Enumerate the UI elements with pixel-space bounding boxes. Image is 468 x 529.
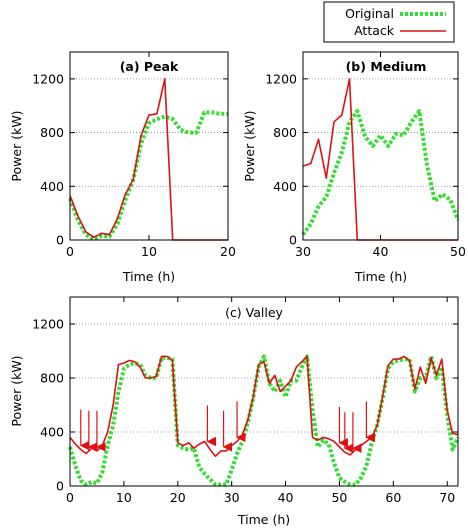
valley-ytick-label-800: 800 bbox=[40, 371, 64, 386]
panel-medium-title: (b) Medium bbox=[346, 59, 427, 74]
panel-valley: 0 400 800 1200 0 10 20 30 40 50 60 70 (c) Valley Ti… bbox=[9, 296, 460, 527]
legend-label-attack: Attack bbox=[354, 23, 395, 38]
valley-ytick-label-400: 400 bbox=[40, 425, 64, 440]
valley-xtick-label-50: 50 bbox=[331, 490, 347, 505]
valley-ytick-label-0: 0 bbox=[56, 479, 64, 494]
medium-ytick-label-0: 0 bbox=[289, 233, 297, 248]
legend: Original Attack bbox=[323, 1, 455, 43]
panel-medium-xlabel: Time (h) bbox=[354, 269, 407, 284]
panel-valley-attack-markers bbox=[79, 401, 376, 454]
panel-medium: 0 400 800 1200 30 40 50 (b) Medium Time (h) Po… bbox=[242, 51, 466, 284]
valley-xtick-label-30: 30 bbox=[224, 490, 240, 505]
valley-series-original bbox=[68, 354, 460, 487]
medium-xtick-label-40: 40 bbox=[373, 244, 389, 259]
valley-xtick-label-20: 20 bbox=[170, 490, 186, 505]
panel-valley-ylabel: Power (kW) bbox=[9, 355, 24, 426]
peak-ytick-label-400: 400 bbox=[40, 179, 64, 194]
valley-xtick-label-70: 70 bbox=[439, 490, 455, 505]
valley-xtick-label-40: 40 bbox=[278, 490, 294, 505]
medium-ytick-label-1200: 1200 bbox=[265, 71, 297, 86]
panel-medium-ticks: 0 400 800 1200 30 40 50 bbox=[265, 52, 466, 259]
valley-ytick-label-1200: 1200 bbox=[32, 317, 64, 332]
peak-series-original bbox=[68, 110, 228, 242]
panel-medium-ylabel: Power (kW) bbox=[242, 110, 257, 181]
legend-box bbox=[323, 1, 455, 43]
panel-medium-frame bbox=[302, 51, 459, 241]
panel-peak-grid bbox=[70, 78, 228, 187]
peak-xtick-label-10: 10 bbox=[141, 244, 157, 259]
panel-valley-title: (c) Valley bbox=[225, 305, 283, 320]
panel-valley-series bbox=[68, 354, 460, 487]
valley-xtick-label-60: 60 bbox=[385, 490, 401, 505]
peak-series-attack bbox=[69, 78, 228, 241]
panel-medium-grid bbox=[303, 78, 458, 187]
medium-ytick-label-800: 800 bbox=[273, 125, 297, 140]
panel-valley-xlabel: Time (h) bbox=[237, 512, 290, 527]
medium-xtick-label-50: 50 bbox=[450, 244, 466, 259]
valley-xtick-label-0: 0 bbox=[66, 490, 74, 505]
peak-xtick-label-0: 0 bbox=[66, 244, 74, 259]
panel-peak-series bbox=[68, 78, 228, 242]
panel-peak-xlabel: Time (h) bbox=[122, 269, 175, 284]
peak-ytick-label-800: 800 bbox=[40, 125, 64, 140]
panel-peak-title: (a) Peak bbox=[120, 59, 179, 74]
valley-series-attack bbox=[69, 355, 459, 458]
medium-series-original bbox=[301, 109, 460, 236]
valley-xtick-label-10: 10 bbox=[116, 490, 132, 505]
peak-ytick-label-0: 0 bbox=[56, 233, 64, 248]
panel-valley-ticks: 0 400 800 1200 0 10 20 30 40 50 60 70 bbox=[32, 297, 458, 505]
medium-series-attack bbox=[302, 78, 458, 241]
panel-peak-ylabel: Power (kW) bbox=[9, 110, 24, 181]
panel-peak-frame bbox=[69, 51, 229, 241]
panel-medium-series bbox=[301, 78, 460, 241]
medium-ytick-label-400: 400 bbox=[273, 179, 297, 194]
peak-ytick-label-1200: 1200 bbox=[32, 71, 64, 86]
panel-peak: 0 400 800 1200 0 10 20 (a) Peak Time (h) Power… bbox=[9, 51, 236, 284]
peak-xtick-label-20: 20 bbox=[220, 244, 236, 259]
legend-label-original: Original bbox=[345, 6, 394, 21]
panel-peak-ticks: 0 400 800 1200 0 10 20 bbox=[32, 52, 236, 259]
panel-valley-frame bbox=[69, 296, 459, 487]
medium-xtick-label-30: 30 bbox=[295, 244, 311, 259]
panel-valley-grid bbox=[70, 323, 458, 433]
